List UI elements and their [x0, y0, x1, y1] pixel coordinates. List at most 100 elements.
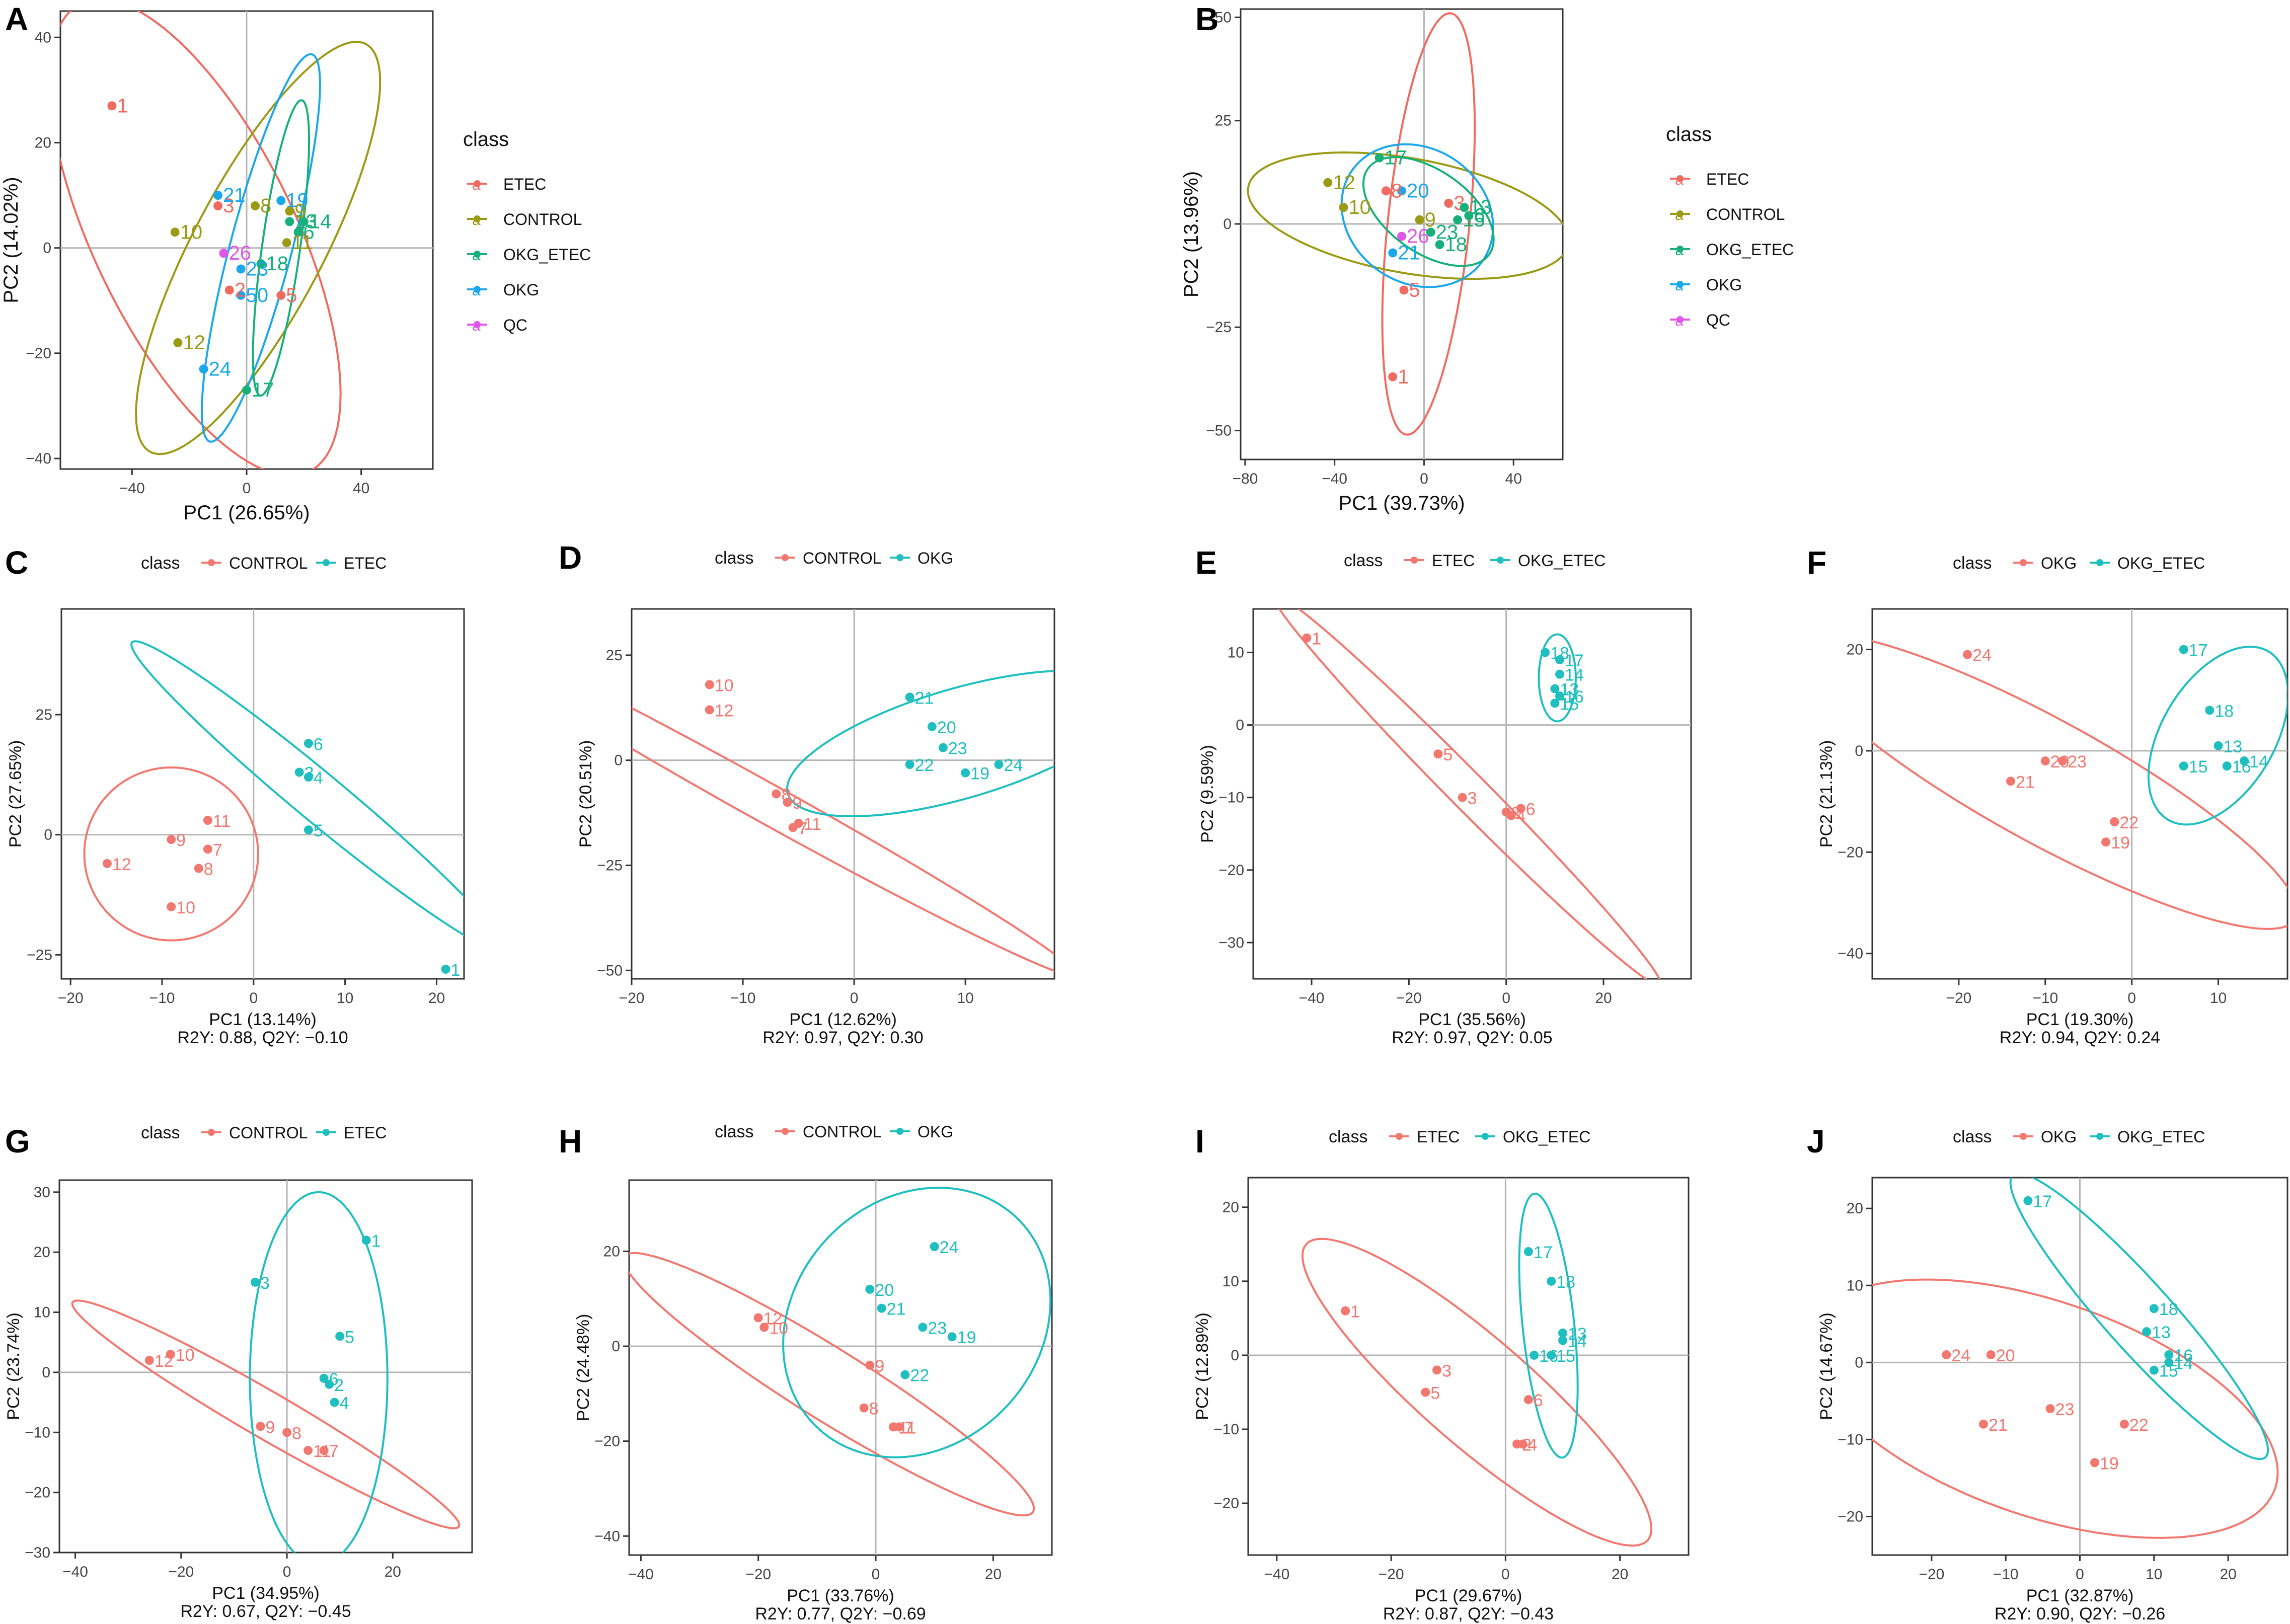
legend-entry: ETEC: [344, 554, 387, 572]
x-tick-label: 0: [872, 1566, 880, 1583]
data-point: [759, 1323, 769, 1332]
point-label: 14: [309, 210, 332, 233]
data-point: [173, 338, 183, 347]
x-tick-label: 20: [2220, 1566, 2236, 1583]
point-label: 6: [303, 221, 314, 243]
data-point: [2205, 706, 2215, 715]
point-label: 5: [345, 1328, 354, 1347]
point-label: 4: [1516, 807, 1525, 826]
x-tick-label: −40: [62, 1564, 88, 1580]
y-tick-label: −50: [1206, 423, 1232, 439]
ellipse-etec: [130, 640, 464, 937]
data-point: [1433, 749, 1443, 759]
point-label: 19: [2111, 833, 2130, 853]
y-tick-label: −20: [1218, 862, 1244, 879]
x-axis-label: PC1 (33.76%): [787, 1586, 894, 1605]
data-point: [1460, 203, 1469, 212]
point-label: 18: [1556, 1273, 1575, 1292]
data-point: [2149, 1365, 2159, 1375]
point-label: 19: [957, 1328, 976, 1347]
ellipse-okg_etec: [1362, 156, 1495, 267]
model-stats: R2Y: 0.97, Q2Y: 0.30: [762, 1028, 923, 1047]
ellipse-etec: [1301, 1238, 1653, 1547]
data-point: [2101, 837, 2111, 847]
model-stats: R2Y: 0.77, Q2Y: −0.69: [755, 1604, 926, 1623]
data-point: [285, 217, 294, 226]
point-label: 3: [260, 1274, 270, 1293]
data-point: [2090, 1458, 2099, 1467]
x-tick-label: 20: [1612, 1566, 1628, 1583]
legend-entry: ETEC: [503, 175, 546, 193]
data-point: [1341, 1306, 1350, 1316]
point-label: 5: [1409, 279, 1420, 301]
x-tick-label: −10: [730, 990, 756, 1007]
y-tick-label: 0: [42, 1364, 50, 1381]
point-label: 8: [869, 1400, 879, 1419]
data-point: [1541, 648, 1550, 657]
x-tick-label: −40: [1299, 990, 1325, 1007]
panel-letter: B: [1195, 1, 1218, 37]
data-point: [994, 760, 1004, 769]
data-point: [1963, 650, 1972, 659]
point-label: 17: [1565, 651, 1584, 670]
x-tick-label: 20: [428, 990, 445, 1007]
y-axis-label: PC2 (14.02%): [0, 177, 22, 303]
x-tick-label: −20: [168, 1564, 194, 1580]
data-point: [1550, 699, 1560, 708]
legend-dot: [2096, 1133, 2103, 1140]
x-tick-label: −40: [1264, 1566, 1289, 1583]
point-label: 8: [204, 860, 213, 879]
legend-entry: ETEC: [1432, 552, 1475, 570]
y-tick-label: −50: [597, 962, 623, 979]
data-point: [2179, 761, 2188, 771]
plot-frame: [628, 1179, 1053, 1556]
y-axis-label: PC2 (9.59%): [1198, 745, 1217, 843]
point-label: 26: [1407, 225, 1429, 248]
x-tick-label: 10: [2210, 990, 2227, 1007]
point-label: 8: [1391, 180, 1402, 202]
legend-entry: OKG: [2041, 1128, 2077, 1146]
legend-dot: [1676, 175, 1684, 182]
data-point: [2023, 1196, 2033, 1205]
legend-entry: QC: [503, 316, 527, 334]
point-label: 50: [246, 284, 268, 306]
plot-frame: [1871, 608, 2288, 980]
x-axis-label: PC1 (19.30%): [2026, 1010, 2134, 1029]
data-point: [276, 196, 286, 205]
legend-dot: [474, 215, 481, 222]
legend-dot: [474, 180, 481, 187]
legend-entry: CONTROL: [503, 210, 582, 228]
data-point: [242, 385, 251, 395]
data-point: [251, 201, 260, 211]
x-tick-label: 0: [243, 480, 251, 497]
data-point: [2058, 756, 2068, 766]
data-point: [1381, 186, 1391, 196]
data-point: [1444, 198, 1454, 208]
data-point: [1323, 178, 1333, 187]
x-axis-label: PC1 (12.62%): [789, 1010, 897, 1029]
y-tick-label: −40: [1838, 946, 1863, 962]
data-point: [753, 1313, 763, 1323]
data-point: [1986, 1350, 1996, 1360]
panel-letter: F: [1807, 545, 1826, 581]
x-tick-label: 0: [1420, 471, 1428, 487]
x-axis-label: PC1 (34.95%): [212, 1584, 320, 1603]
point-label: 23: [1436, 221, 1459, 243]
x-tick-label: 40: [353, 480, 369, 497]
panel-letter: E: [1195, 545, 1217, 581]
y-tick-label: 0: [44, 827, 52, 843]
x-tick-label: −20: [619, 990, 645, 1007]
point-label: 24: [1004, 756, 1023, 775]
data-point: [335, 1332, 345, 1341]
y-tick-label: 25: [606, 647, 623, 664]
data-point: [2222, 761, 2232, 771]
data-point: [1550, 684, 1560, 693]
panel-letter: C: [5, 545, 28, 581]
point-label: 16: [2174, 1346, 2193, 1365]
point-label: 17: [2189, 641, 2208, 660]
y-tick-label: 10: [1223, 1273, 1239, 1290]
ellipse-okg: [1872, 640, 2287, 930]
legend-entry: ETEC: [344, 1124, 387, 1142]
data-point: [947, 1332, 957, 1342]
y-tick-label: −30: [1218, 935, 1244, 951]
